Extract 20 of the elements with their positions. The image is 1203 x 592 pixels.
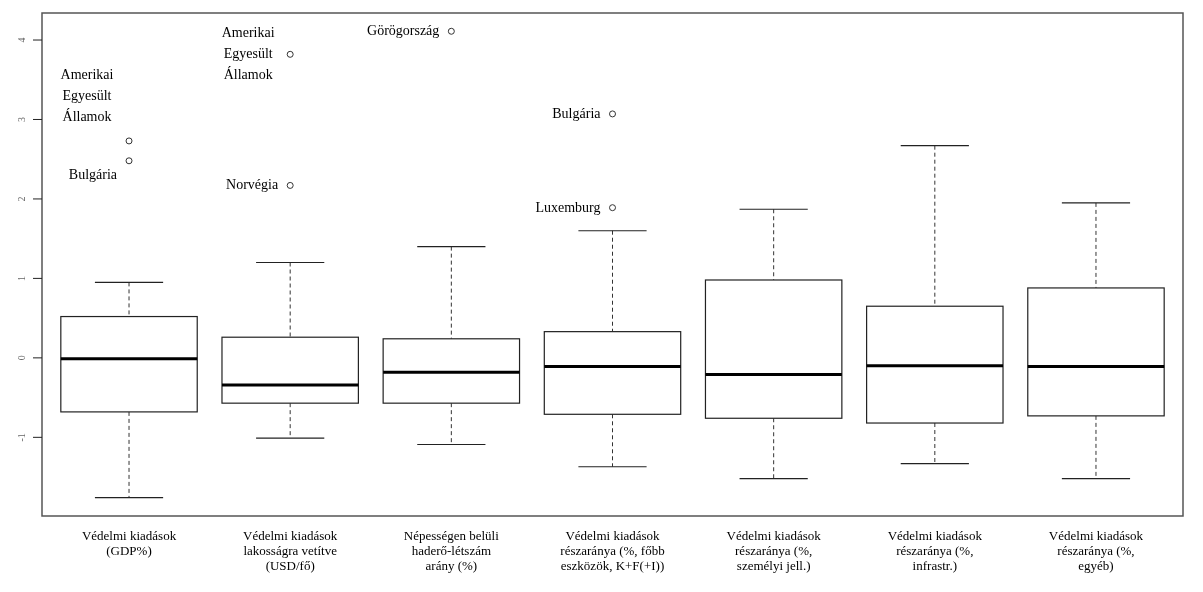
annotation: Bulgária — [552, 105, 602, 121]
x-tick-label: Népességen belüli haderő-létszám arány (%) — [403, 528, 500, 573]
x-tick-label: Védelmi kiadások lakosságra vetítve (USD/fő) — [243, 528, 338, 573]
y-tick-label: 2 — [15, 196, 27, 202]
annotation: Amerikai Egyesült Államok — [60, 66, 114, 124]
annotation: Görögország — [367, 23, 440, 39]
y-tick-label: 1 — [15, 275, 27, 281]
x-tick-label: Védelmi kiadások részaránya (%, egyéb) — [1048, 528, 1144, 573]
y-tick-label: 0 — [15, 355, 27, 361]
annotation: Amerikai Egyesült Államok — [221, 25, 275, 83]
annotation: Norvégia — [226, 177, 279, 193]
x-tick-label: Védelmi kiadások részaránya (%, infrastr.) — [887, 528, 983, 573]
y-tick-label: 4 — [15, 37, 27, 43]
x-tick-label: Védelmi kiadások (GDP%) — [81, 528, 177, 558]
y-tick-label: -1 — [15, 433, 27, 442]
annotation: Bulgária — [68, 166, 118, 182]
x-tick-label: Védelmi kiadások részaránya (%, személyi jell.) — [726, 528, 822, 573]
y-tick-label: 3 — [15, 116, 27, 122]
x-tick-label: Védelmi kiadások részaránya (%, főbb eszközök, K+F(+I)) — [560, 528, 665, 573]
annotation: Luxemburg — [535, 199, 601, 215]
